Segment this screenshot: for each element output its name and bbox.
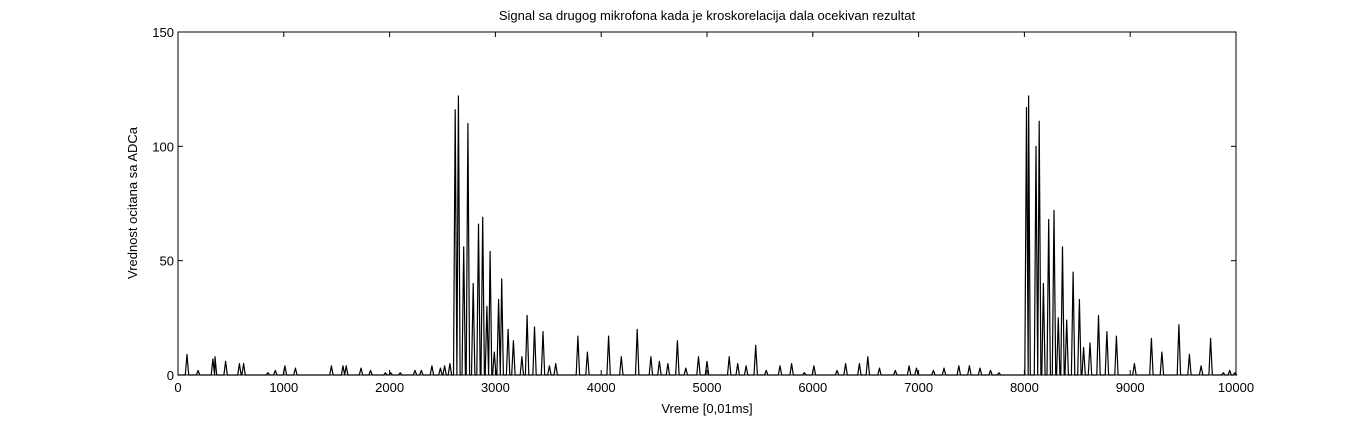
y-tick-label: 100 [152, 139, 174, 154]
x-tick-label: 4000 [587, 380, 616, 395]
x-tick-label: 5000 [693, 380, 722, 395]
chart-title: Signal sa drugog mikrofona kada je krosk… [499, 8, 916, 23]
y-tick-label: 0 [167, 368, 174, 383]
x-tick-label: 1000 [269, 380, 298, 395]
x-tick-label: 2000 [375, 380, 404, 395]
x-tick-label: 7000 [904, 380, 933, 395]
x-tick-label: 9000 [1116, 380, 1145, 395]
x-axis-label: Vreme [0,01ms] [661, 401, 752, 416]
plot-area [177, 31, 1237, 376]
x-tick-label: 6000 [798, 380, 827, 395]
x-tick-labels: 0 1000 2000 3000 4000 5000 6000 7000 8000 9000 100… [174, 380, 1254, 395]
signal-series-line [178, 95, 1238, 376]
y-tick-labels: 0 50 100 150 [152, 25, 174, 383]
x-tick-label: 0 [174, 380, 181, 395]
y-tick-label: 50 [160, 254, 174, 269]
y-axis-label: Vrednost ocitana sa ADCa [125, 126, 140, 279]
x-tick-label: 3000 [481, 380, 510, 395]
x-tick-label: 8000 [1010, 380, 1039, 395]
x-tick-label: 10000 [1218, 380, 1254, 395]
y-tick-label: 150 [152, 25, 174, 40]
